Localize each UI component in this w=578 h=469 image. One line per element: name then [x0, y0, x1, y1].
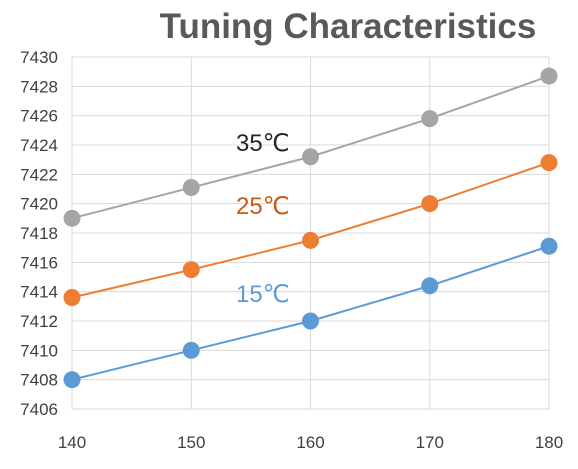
y-tick-label: 7422	[20, 165, 58, 184]
series-1: 25℃	[63, 154, 558, 307]
data-point	[63, 209, 81, 227]
grid	[71, 56, 550, 410]
data-point	[302, 231, 319, 249]
y-tick-label: 7418	[20, 224, 58, 243]
x-tick-label: 150	[177, 433, 205, 452]
y-tick-label: 7412	[20, 312, 58, 331]
y-tick-label: 7414	[20, 283, 58, 302]
y-tick-label: 7408	[20, 371, 58, 390]
y-tick-label: 7424	[20, 136, 58, 155]
y-tick-label: 7416	[20, 253, 58, 272]
y-tick-label: 7426	[20, 107, 58, 126]
series-label: 15℃	[236, 281, 290, 308]
x-tick-label: 180	[535, 433, 563, 452]
y-axis-ticks: 7406 7408 7410 7412 7414 7416 7418 7420 7422 7424…	[20, 48, 58, 419]
x-tick-label: 170	[416, 433, 444, 452]
y-tick-label: 7406	[20, 400, 58, 419]
y-tick-label: 7428	[20, 77, 58, 96]
x-axis-ticks: 140 150 160 170 180	[58, 433, 563, 452]
x-tick-label: 160	[296, 433, 324, 452]
series-0: 35℃	[63, 67, 558, 227]
series: 35℃ 25℃ 15℃	[63, 67, 558, 389]
y-tick-label: 7420	[20, 195, 58, 214]
data-point	[63, 289, 81, 307]
data-point	[540, 154, 558, 172]
data-point	[540, 237, 558, 255]
x-tick-label: 140	[58, 433, 86, 452]
y-tick-label: 7410	[20, 341, 58, 360]
series-label: 25℃	[236, 193, 290, 220]
data-point	[421, 195, 439, 213]
series-2: 15℃	[63, 237, 558, 389]
data-point	[302, 312, 319, 330]
y-tick-label: 7430	[20, 48, 58, 67]
data-point	[182, 261, 200, 279]
data-point	[182, 179, 200, 197]
data-point	[63, 371, 81, 389]
data-point	[421, 110, 439, 128]
series-label: 35℃	[236, 130, 290, 157]
chart-title: Tuning Characteristics	[160, 7, 537, 46]
data-point	[302, 148, 319, 166]
data-point	[540, 67, 558, 85]
data-point	[421, 277, 439, 295]
data-point	[182, 341, 200, 359]
